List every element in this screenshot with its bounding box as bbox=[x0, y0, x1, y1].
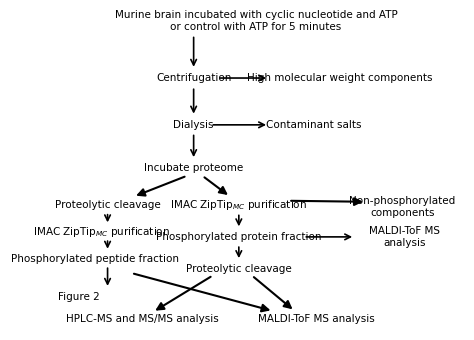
Text: MALDI-ToF MS analysis: MALDI-ToF MS analysis bbox=[258, 314, 374, 324]
Text: MALDI-ToF MS
analysis: MALDI-ToF MS analysis bbox=[369, 226, 440, 248]
Text: IMAC ZipTip$_{MC}$ purification: IMAC ZipTip$_{MC}$ purification bbox=[33, 225, 170, 239]
Text: Incubate proteome: Incubate proteome bbox=[144, 163, 243, 173]
Text: Phosphorylated peptide fraction: Phosphorylated peptide fraction bbox=[10, 254, 179, 264]
Text: High molecular weight components: High molecular weight components bbox=[247, 73, 433, 83]
Text: Figure 2: Figure 2 bbox=[58, 292, 100, 302]
Text: Centrifugation: Centrifugation bbox=[156, 73, 231, 83]
Text: HPLC-MS and MS/MS analysis: HPLC-MS and MS/MS analysis bbox=[65, 314, 219, 324]
Text: Phosphorylated protein fraction: Phosphorylated protein fraction bbox=[156, 232, 321, 242]
Text: Dialysis: Dialysis bbox=[173, 120, 214, 130]
Text: Proteolytic cleavage: Proteolytic cleavage bbox=[186, 264, 292, 274]
Text: Non-phosphorylated
components: Non-phosphorylated components bbox=[349, 196, 456, 218]
Text: Proteolytic cleavage: Proteolytic cleavage bbox=[55, 200, 160, 210]
Text: Murine brain incubated with cyclic nucleotide and ATP
or control with ATP for 5 : Murine brain incubated with cyclic nucle… bbox=[115, 11, 397, 32]
Text: Contaminant salts: Contaminant salts bbox=[266, 120, 362, 130]
Text: IMAC ZipTip$_{MC}$ purification: IMAC ZipTip$_{MC}$ purification bbox=[170, 198, 307, 212]
